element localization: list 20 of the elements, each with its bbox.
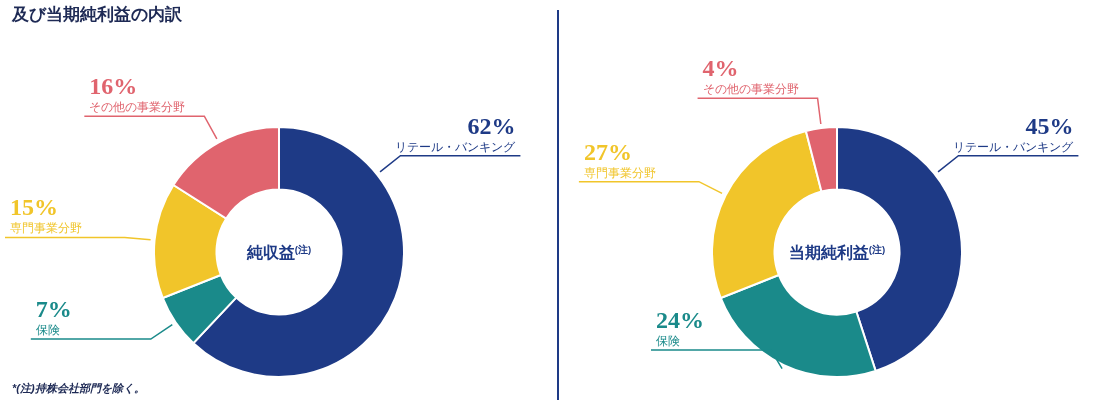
slice-label: 専門事業分野	[583, 165, 656, 180]
data-label: 27%	[583, 138, 632, 165]
data-label: 16%	[89, 73, 138, 100]
text: 及び当期純利益の内訳	[11, 5, 183, 24]
slice-label: 保険	[35, 323, 60, 338]
text: *(注)持株会社部門を除く。	[12, 382, 145, 395]
data-label: 24%	[656, 307, 704, 333]
data-label: 7%	[35, 296, 72, 323]
text: 当期純利益$^{(注)}$	[788, 243, 886, 261]
slice-label: リテール・バンキング	[953, 139, 1075, 154]
data-label: 62%	[467, 112, 516, 139]
text: 純収益$^{(注)}$	[245, 243, 312, 261]
slice-label: 専門事業分野	[10, 221, 82, 236]
slice-label: その他の事業分野	[89, 100, 186, 115]
slice-label: 保険	[656, 334, 680, 348]
data-label: 4%	[702, 55, 739, 82]
slice-label: リテール・バンキング	[395, 139, 517, 154]
data-label: 15%	[10, 194, 58, 221]
data-label: 45%	[1025, 112, 1074, 139]
slice-label: その他の事業分野	[702, 82, 799, 97]
